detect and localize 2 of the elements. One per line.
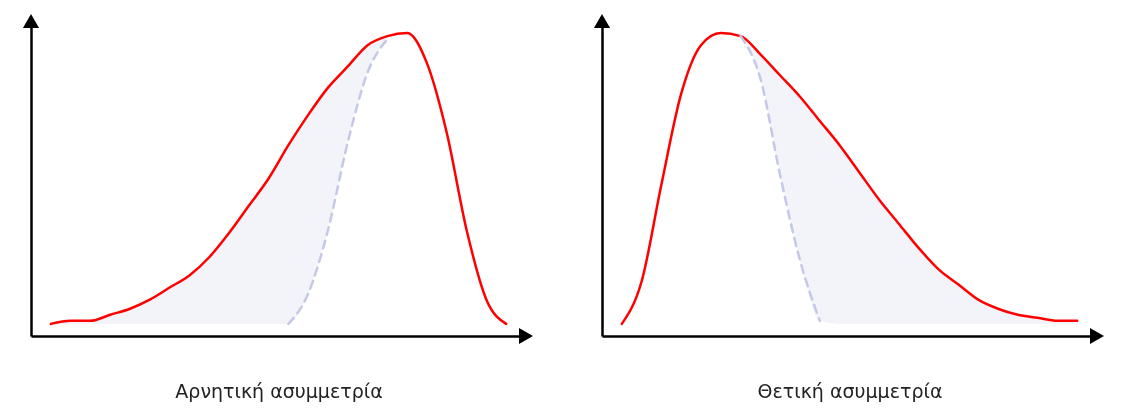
x-axis-title: Θετική ασυμμετρία <box>757 379 943 402</box>
x-axis-title: Αρνητική ασυμμετρία <box>175 379 383 402</box>
